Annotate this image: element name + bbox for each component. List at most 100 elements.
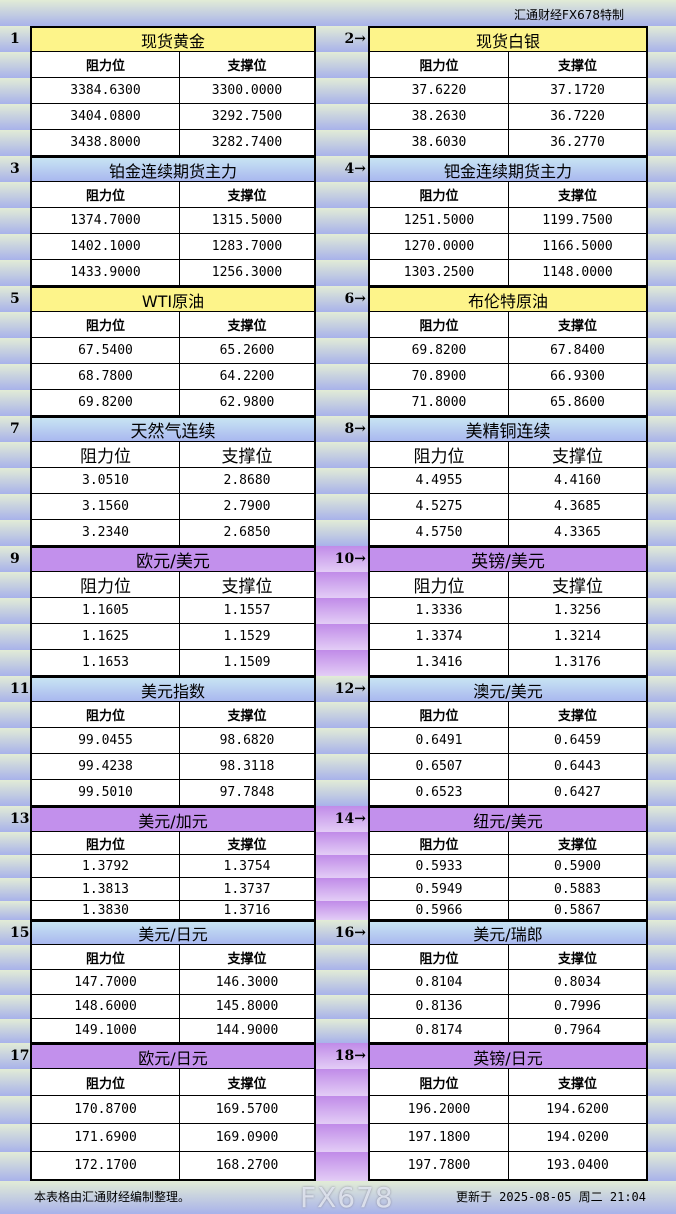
watermark-logo: FX678 xyxy=(300,1181,394,1214)
resistance-value: 0.6507 xyxy=(368,754,508,780)
support-value: 168.2700 xyxy=(179,1152,316,1181)
section-number: 12→ xyxy=(334,681,366,697)
resistance-value: 0.8136 xyxy=(368,995,508,1019)
resistance-value: 0.6523 xyxy=(368,780,508,806)
section-number: 13 xyxy=(10,811,30,827)
support-header: 支撑位 xyxy=(179,702,316,728)
middle-gutter xyxy=(316,1096,368,1124)
support-value: 0.7964 xyxy=(508,1019,648,1043)
resistance-value: 69.8200 xyxy=(30,390,179,416)
resistance-value: 149.1000 xyxy=(30,1019,179,1043)
section-title: 天然气连续 xyxy=(30,416,316,442)
update-time: 更新于 2025-08-05 周二 21:04 xyxy=(455,1190,646,1204)
section-number: 16→ xyxy=(334,924,366,941)
resistance-value: 148.6000 xyxy=(30,995,179,1019)
section-title: 美元指数 xyxy=(30,676,316,702)
section-title: 澳元/美元 xyxy=(368,676,648,702)
resistance-value: 3.0510 xyxy=(30,468,179,494)
support-value: 1.3176 xyxy=(508,650,648,676)
middle-gutter xyxy=(316,702,368,728)
middle-gutter xyxy=(316,1019,368,1043)
resistance-value: 1.3792 xyxy=(30,855,179,878)
resistance-value: 3384.6300 xyxy=(30,78,179,104)
top-bar xyxy=(0,0,676,26)
middle-gutter xyxy=(316,104,368,130)
support-header: 支撑位 xyxy=(179,182,316,208)
support-value: 0.5867 xyxy=(508,901,648,920)
resistance-value: 0.8174 xyxy=(368,1019,508,1043)
middle-gutter xyxy=(316,1069,368,1096)
support-value: 4.3685 xyxy=(508,494,648,520)
resistance-value: 70.8900 xyxy=(368,364,508,390)
section-number: 4→ xyxy=(344,161,366,177)
resistance-value: 1374.7000 xyxy=(30,208,179,234)
support-value: 1283.7000 xyxy=(179,234,316,260)
support-value: 65.8600 xyxy=(508,390,648,416)
section-title: 美元/加元 xyxy=(30,806,316,832)
support-value: 4.3365 xyxy=(508,520,648,546)
middle-gutter xyxy=(316,878,368,901)
footer-bar xyxy=(0,1181,676,1214)
support-value: 1.3716 xyxy=(179,901,316,920)
support-header: 支撑位 xyxy=(508,832,648,855)
resistance-value: 99.0455 xyxy=(30,728,179,754)
middle-gutter xyxy=(316,338,368,364)
support-value: 97.7848 xyxy=(179,780,316,806)
support-value: 1256.3000 xyxy=(179,260,316,286)
resistance-value: 0.5966 xyxy=(368,901,508,920)
support-header: 支撑位 xyxy=(179,442,316,468)
resistance-value: 37.6220 xyxy=(368,78,508,104)
resistance-header: 阻力位 xyxy=(368,572,508,598)
support-value: 0.5900 xyxy=(508,855,648,878)
resistance-value: 170.8700 xyxy=(30,1096,179,1124)
support-value: 3282.7400 xyxy=(179,130,316,156)
support-header: 支撑位 xyxy=(179,572,316,598)
middle-gutter xyxy=(316,130,368,156)
support-value: 3300.0000 xyxy=(179,78,316,104)
resistance-value: 196.2000 xyxy=(368,1096,508,1124)
support-value: 1.3754 xyxy=(179,855,316,878)
support-value: 36.2770 xyxy=(508,130,648,156)
resistance-value: 147.7000 xyxy=(30,970,179,995)
support-value: 145.8000 xyxy=(179,995,316,1019)
support-value: 0.5883 xyxy=(508,878,648,901)
middle-gutter xyxy=(316,806,368,832)
middle-gutter xyxy=(316,945,368,970)
support-value: 37.1720 xyxy=(508,78,648,104)
support-value: 194.6200 xyxy=(508,1096,648,1124)
support-header: 支撑位 xyxy=(179,312,316,338)
section-number: 15 xyxy=(10,924,30,941)
support-header: 支撑位 xyxy=(508,945,648,970)
resistance-value: 4.5275 xyxy=(368,494,508,520)
middle-gutter xyxy=(316,494,368,520)
support-header: 支撑位 xyxy=(508,572,648,598)
resistance-value: 38.2630 xyxy=(368,104,508,130)
middle-gutter xyxy=(316,728,368,754)
support-value: 1315.5000 xyxy=(179,208,316,234)
section-number: 3 xyxy=(10,161,20,177)
section-title: 欧元/日元 xyxy=(30,1043,316,1069)
support-header: 支撑位 xyxy=(508,52,648,78)
support-value: 66.9300 xyxy=(508,364,648,390)
resistance-value: 1.3416 xyxy=(368,650,508,676)
resistance-value: 197.1800 xyxy=(368,1124,508,1152)
middle-gutter xyxy=(316,1152,368,1181)
resistance-header: 阻力位 xyxy=(368,312,508,338)
resistance-header: 阻力位 xyxy=(368,182,508,208)
support-value: 146.3000 xyxy=(179,970,316,995)
middle-gutter xyxy=(316,1043,368,1069)
section-title: 欧元/美元 xyxy=(30,546,316,572)
resistance-header: 阻力位 xyxy=(30,572,179,598)
section-title: 纽元/美元 xyxy=(368,806,648,832)
support-value: 3292.7500 xyxy=(179,104,316,130)
resistance-header: 阻力位 xyxy=(368,832,508,855)
section-title: 美元/日元 xyxy=(30,920,316,945)
section-title: 铂金连续期货主力 xyxy=(30,156,316,182)
support-value: 1148.0000 xyxy=(508,260,648,286)
support-value: 194.0200 xyxy=(508,1124,648,1152)
resistance-header: 阻力位 xyxy=(368,702,508,728)
support-value: 2.6850 xyxy=(179,520,316,546)
support-header: 支撑位 xyxy=(179,52,316,78)
support-value: 1.1529 xyxy=(179,624,316,650)
section-title: 现货白银 xyxy=(368,26,648,52)
